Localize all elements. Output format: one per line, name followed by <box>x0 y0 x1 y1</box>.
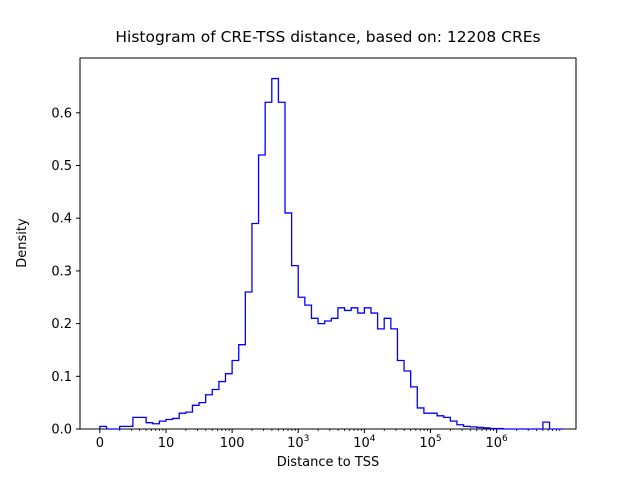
y-tick-label: 0.1 <box>51 370 72 385</box>
y-tick-label: 0.3 <box>51 264 72 279</box>
y-tick-label: 0.5 <box>51 159 72 174</box>
x-tick-label: 104 <box>353 434 376 451</box>
y-tick-label: 0.0 <box>51 423 72 438</box>
y-tick-label: 0.6 <box>51 106 72 121</box>
y-axis-label: Density <box>15 218 30 268</box>
y-tick-label: 0.2 <box>51 317 72 332</box>
x-tick-label: 100 <box>220 436 245 451</box>
x-axis-label: Distance to TSS <box>277 455 380 470</box>
y-tick-label: 0.4 <box>51 212 72 227</box>
axes-box <box>79 57 577 430</box>
x-tick-label: 106 <box>485 434 508 451</box>
chart-title: Histogram of CRE-TSS distance, based on:… <box>115 28 540 46</box>
x-tick-label: 105 <box>419 434 441 451</box>
x-tick-label: 103 <box>287 434 309 451</box>
histogram-step-line <box>99 77 563 430</box>
plot-area: 0 10 100 103 104 105 106 0.0 0.1 0.2 0.3 0.4 0.5 0.6 <box>51 57 577 451</box>
x-tick-label: 0 <box>96 436 104 451</box>
x-tick-label: 10 <box>158 436 175 451</box>
